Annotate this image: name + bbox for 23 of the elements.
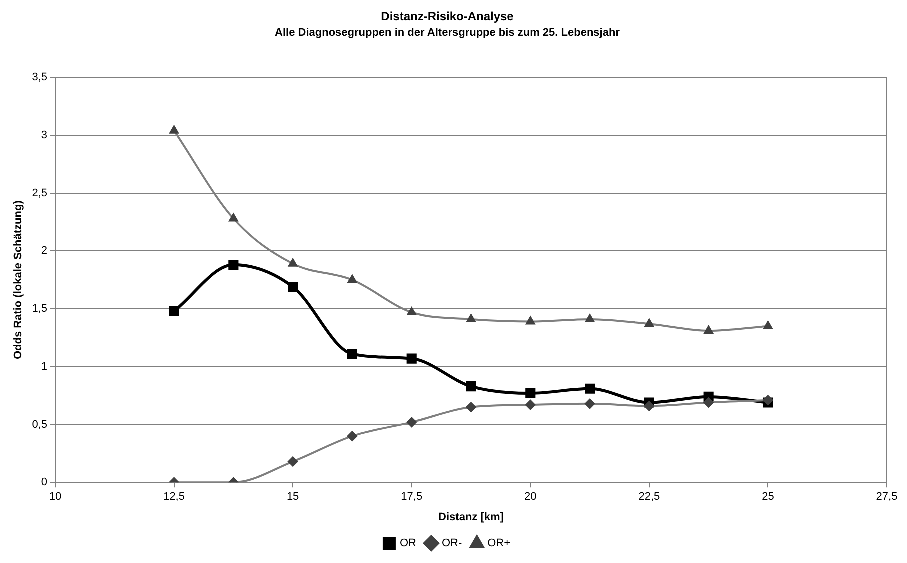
legend-label: OR+	[488, 538, 511, 550]
y-tick-label: 3,5	[32, 72, 48, 84]
y-tick-label: 0	[41, 476, 48, 489]
chart-title: Distanz-Risiko-Analyse	[381, 10, 514, 24]
y-tick-label: 3	[41, 129, 48, 142]
x-tick-label: 27,5	[876, 491, 898, 504]
y-axis-title: Odds Ratio (lokale Schätzung)	[12, 200, 25, 360]
y-tick-label: 1,5	[32, 303, 48, 316]
x-tick-label: 12,5	[164, 491, 185, 504]
y-tick-label: 0,5	[32, 418, 48, 431]
x-tick-label: 25	[762, 491, 774, 504]
legend-label: OR	[400, 538, 417, 550]
x-tick-label: 15	[286, 491, 300, 504]
y-tick-label: 2,5	[32, 187, 48, 200]
x-axis-title: Distanz [km]	[438, 511, 504, 524]
x-tick-label: 10	[49, 491, 62, 504]
x-tick-label: 22,5	[638, 491, 660, 504]
x-tick-label: 17,5	[401, 491, 423, 504]
y-tick-label: 2	[41, 245, 48, 258]
y-tick-label: 1	[41, 360, 48, 373]
x-tick-label: 20	[524, 491, 537, 504]
chart-subtitle: Alle Diagnosegruppen in der Altersgruppe bis zum 25. Lebensjahr	[275, 27, 621, 40]
legend-label: OR-	[442, 538, 462, 550]
